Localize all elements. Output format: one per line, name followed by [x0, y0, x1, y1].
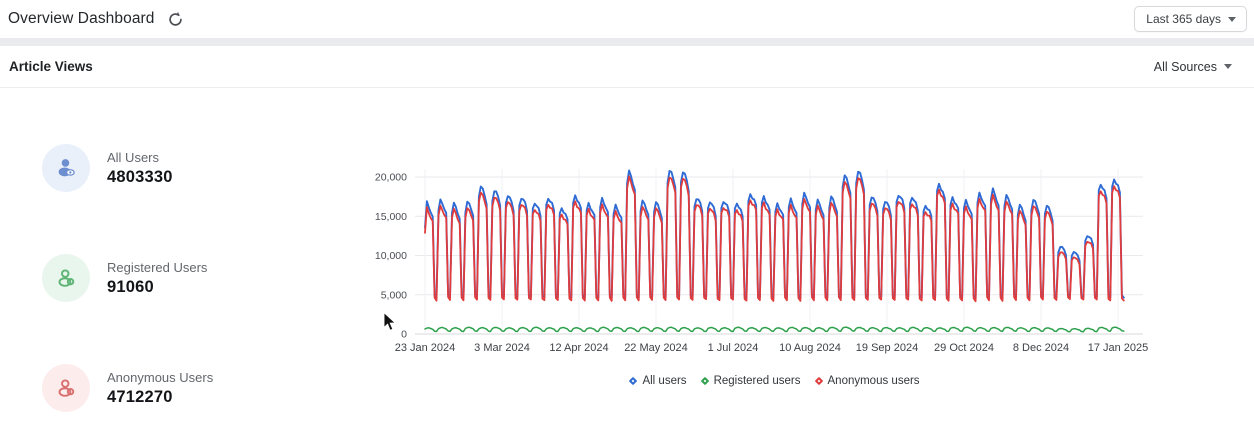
- date-range-button[interactable]: Last 365 days: [1134, 6, 1247, 32]
- svg-text:0: 0: [401, 329, 407, 341]
- svg-text:8 Dec 2024: 8 Dec 2024: [1013, 342, 1069, 354]
- page-title: Overview Dashboard: [8, 10, 155, 27]
- stat-label: Anonymous Users: [107, 369, 214, 385]
- svg-text:19 Sep 2024: 19 Sep 2024: [856, 342, 918, 354]
- svg-text:20,000: 20,000: [375, 172, 407, 184]
- chevron-down-icon: [1224, 64, 1232, 69]
- article-views-panel: Article Views All Sources All Users 4803…: [0, 46, 1254, 440]
- svg-text:5,000: 5,000: [381, 289, 407, 301]
- refresh-button[interactable]: [165, 9, 186, 30]
- stat-label: Registered Users: [107, 259, 208, 275]
- panel-body: All Users 4803330 Registered Users 91060: [0, 88, 1254, 440]
- svg-text:15,000: 15,000: [375, 211, 407, 223]
- diamond-marker-icon: [814, 376, 823, 386]
- legend-item-anonymous-users[interactable]: Anonymous users: [814, 375, 920, 387]
- stat-value: 4803330: [107, 167, 173, 186]
- source-filter-button[interactable]: All Sources: [1154, 60, 1232, 74]
- refresh-icon: [167, 11, 184, 28]
- stat-value: 4712270: [107, 387, 173, 406]
- stat-value: 91060: [107, 277, 154, 296]
- stat-registered-users: Registered Users 91060: [42, 254, 207, 302]
- svg-text:23 Jan 2024: 23 Jan 2024: [395, 342, 456, 354]
- registered-user-icon: [42, 254, 90, 302]
- stat-all-users: All Users 4803330: [42, 144, 173, 192]
- stat-anonymous-users: Anonymous Users 4712270: [42, 364, 213, 412]
- svg-text:1 Jul 2024: 1 Jul 2024: [708, 342, 759, 354]
- diamond-marker-icon: [700, 376, 709, 386]
- svg-text:22 May 2024: 22 May 2024: [624, 342, 688, 354]
- article-views-chart: 0 5,000 10,000 15,000 20,000 23 Jan 2024 3 Mar…: [375, 169, 1149, 354]
- svg-text:17 Jan 2025: 17 Jan 2025: [1088, 342, 1149, 354]
- chevron-down-icon: [1228, 16, 1236, 22]
- svg-text:10 Aug 2024: 10 Aug 2024: [779, 342, 841, 354]
- chart-legend: All users Registered users Anonymous use…: [390, 375, 1160, 387]
- diamond-marker-icon: [629, 376, 638, 386]
- top-bar: Overview Dashboard Last 365 days: [0, 0, 1254, 38]
- legend-item-all-users[interactable]: All users: [629, 375, 687, 387]
- source-filter-label: All Sources: [1153, 59, 1217, 74]
- svg-text:3 Mar 2024: 3 Mar 2024: [474, 342, 530, 354]
- svg-text:29 Oct 2024: 29 Oct 2024: [934, 342, 994, 354]
- stat-label: All Users: [107, 149, 160, 165]
- svg-text:12 Apr 2024: 12 Apr 2024: [549, 342, 608, 354]
- panel-header: Article Views All Sources: [0, 46, 1254, 88]
- section-title: Article Views: [9, 59, 93, 74]
- date-range-label: Last 365 days: [1146, 12, 1221, 26]
- legend-item-registered-users[interactable]: Registered users: [700, 375, 801, 387]
- anonymous-user-icon: [42, 364, 90, 412]
- svg-text:10,000: 10,000: [375, 250, 407, 262]
- section-divider: [0, 38, 1254, 46]
- all-users-icon: [42, 144, 90, 192]
